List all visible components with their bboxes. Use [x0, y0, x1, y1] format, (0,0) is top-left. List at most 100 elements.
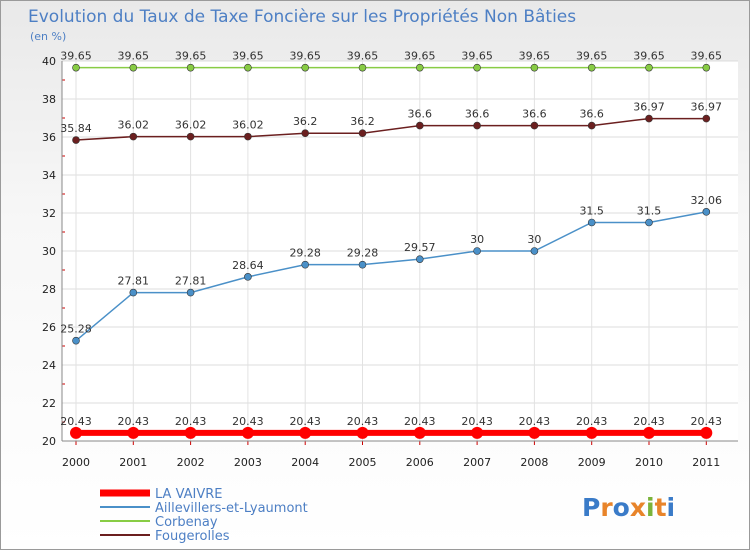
y-tick-label: 20 [42, 435, 56, 448]
data-label: 20.43 [60, 415, 92, 428]
x-tick-label: 2006 [406, 456, 434, 469]
data-point [72, 63, 80, 72]
series: 20.43 20.43 20.43 20.43 20.43 20.43 20.43 20.43… [60, 50, 722, 439]
legend-label: LA VAIVRE [155, 487, 223, 502]
data-label: 36.6 [522, 108, 547, 121]
data-label: 29.28 [289, 247, 321, 260]
data-point [301, 63, 310, 72]
data-label: 36.97 [691, 101, 723, 114]
data-point [184, 426, 197, 439]
data-point [186, 288, 195, 297]
data-point [587, 218, 596, 227]
data-point [244, 63, 252, 72]
y-tick-label: 34 [42, 169, 56, 182]
axes: 20 22 24 26 28 30 32 34 36 38 40 2000 2001 2002 2003 20… [42, 55, 738, 469]
data-label: 30 [470, 233, 484, 246]
data-label: 39.65 [347, 50, 379, 63]
data-label: 36.6 [408, 108, 433, 121]
x-tick-label: 2008 [520, 456, 548, 469]
data-point [473, 63, 481, 72]
x-tick-label: 2010 [635, 456, 663, 469]
data-point [301, 260, 310, 269]
data-point [358, 63, 367, 72]
data-label: 20.43 [633, 415, 665, 428]
data-point [415, 121, 424, 130]
logo-letter: x [630, 493, 646, 522]
data-label: 36.02 [118, 119, 150, 132]
data-point [241, 426, 254, 439]
data-point [72, 136, 80, 144]
data-label: 36.02 [175, 119, 207, 132]
data-label: 27.81 [118, 275, 150, 288]
data-label: 36.97 [633, 101, 665, 114]
data-label: 36.2 [350, 115, 375, 128]
data-label: 39.65 [461, 50, 493, 63]
data-label: 29.57 [404, 241, 436, 254]
data-label: 29.28 [347, 247, 379, 260]
data-label: 31.5 [579, 205, 604, 218]
legend-label: Aillevillers-et-Lyaumont [155, 501, 308, 516]
data-point [415, 63, 424, 72]
x-tick-label: 2002 [177, 456, 205, 469]
data-label: 28.64 [232, 259, 264, 272]
chart-subtitle: (en %) [30, 30, 66, 43]
logo-letter: i [667, 493, 676, 522]
data-point [413, 426, 426, 439]
data-label: 39.65 [576, 50, 608, 63]
data-label: 20.43 [519, 415, 551, 428]
data-point [528, 426, 541, 439]
data-point [301, 129, 310, 137]
x-tick-label: 2004 [291, 456, 319, 469]
data-label: 39.65 [118, 50, 150, 63]
data-label: 25.28 [60, 323, 92, 336]
data-label: 20.43 [461, 415, 493, 428]
logo-letter: P [582, 493, 600, 522]
data-point [702, 114, 711, 123]
data-point [299, 426, 312, 439]
data-label: 27.81 [175, 275, 207, 288]
data-label: 36.6 [579, 108, 604, 121]
data-point [587, 121, 596, 130]
data-point [415, 255, 424, 263]
data-label: 39.65 [175, 50, 207, 63]
y-tick-label: 26 [42, 321, 56, 334]
logo-letter: i [646, 493, 655, 522]
y-tick-label: 24 [42, 359, 56, 372]
logo-text: Proxiti [582, 493, 675, 522]
data-label: 35.84 [60, 122, 92, 135]
proxiti-logo: Proxiti [582, 493, 675, 522]
y-tick-label: 32 [42, 207, 56, 220]
x-tick-label: 2007 [463, 456, 491, 469]
logo-letter: r [600, 493, 613, 522]
x-tick-label: 2005 [349, 456, 377, 469]
data-label: 36.2 [293, 115, 318, 128]
data-point [643, 426, 655, 439]
legend-label: Corbenay [155, 515, 218, 530]
legend-label: Fougerolles [155, 529, 230, 544]
data-point [129, 63, 138, 72]
data-point [186, 132, 195, 141]
x-tick-label: 2003 [234, 456, 262, 469]
data-label: 39.65 [633, 50, 665, 63]
data-point [702, 208, 711, 216]
data-point [244, 132, 252, 141]
data-label: 39.65 [691, 50, 723, 63]
y-tick-label: 28 [42, 283, 56, 296]
data-point [645, 63, 653, 72]
data-point [129, 288, 138, 297]
data-label: 20.43 [232, 415, 264, 428]
x-tick-label: 2009 [578, 456, 606, 469]
data-label: 39.65 [404, 50, 436, 63]
data-label: 32.06 [691, 194, 723, 207]
data-point [700, 426, 713, 439]
logo-letter: o [613, 493, 630, 522]
logo-letter: t [655, 493, 667, 522]
data-label: 20.43 [289, 415, 321, 428]
data-label: 30 [527, 233, 541, 246]
data-label: 39.65 [289, 50, 321, 63]
chart-title: Evolution du Taux de Taxe Foncière sur l… [28, 7, 576, 27]
data-label: 39.65 [519, 50, 551, 63]
data-point [358, 129, 367, 137]
data-point [530, 63, 539, 72]
data-point [244, 273, 252, 281]
